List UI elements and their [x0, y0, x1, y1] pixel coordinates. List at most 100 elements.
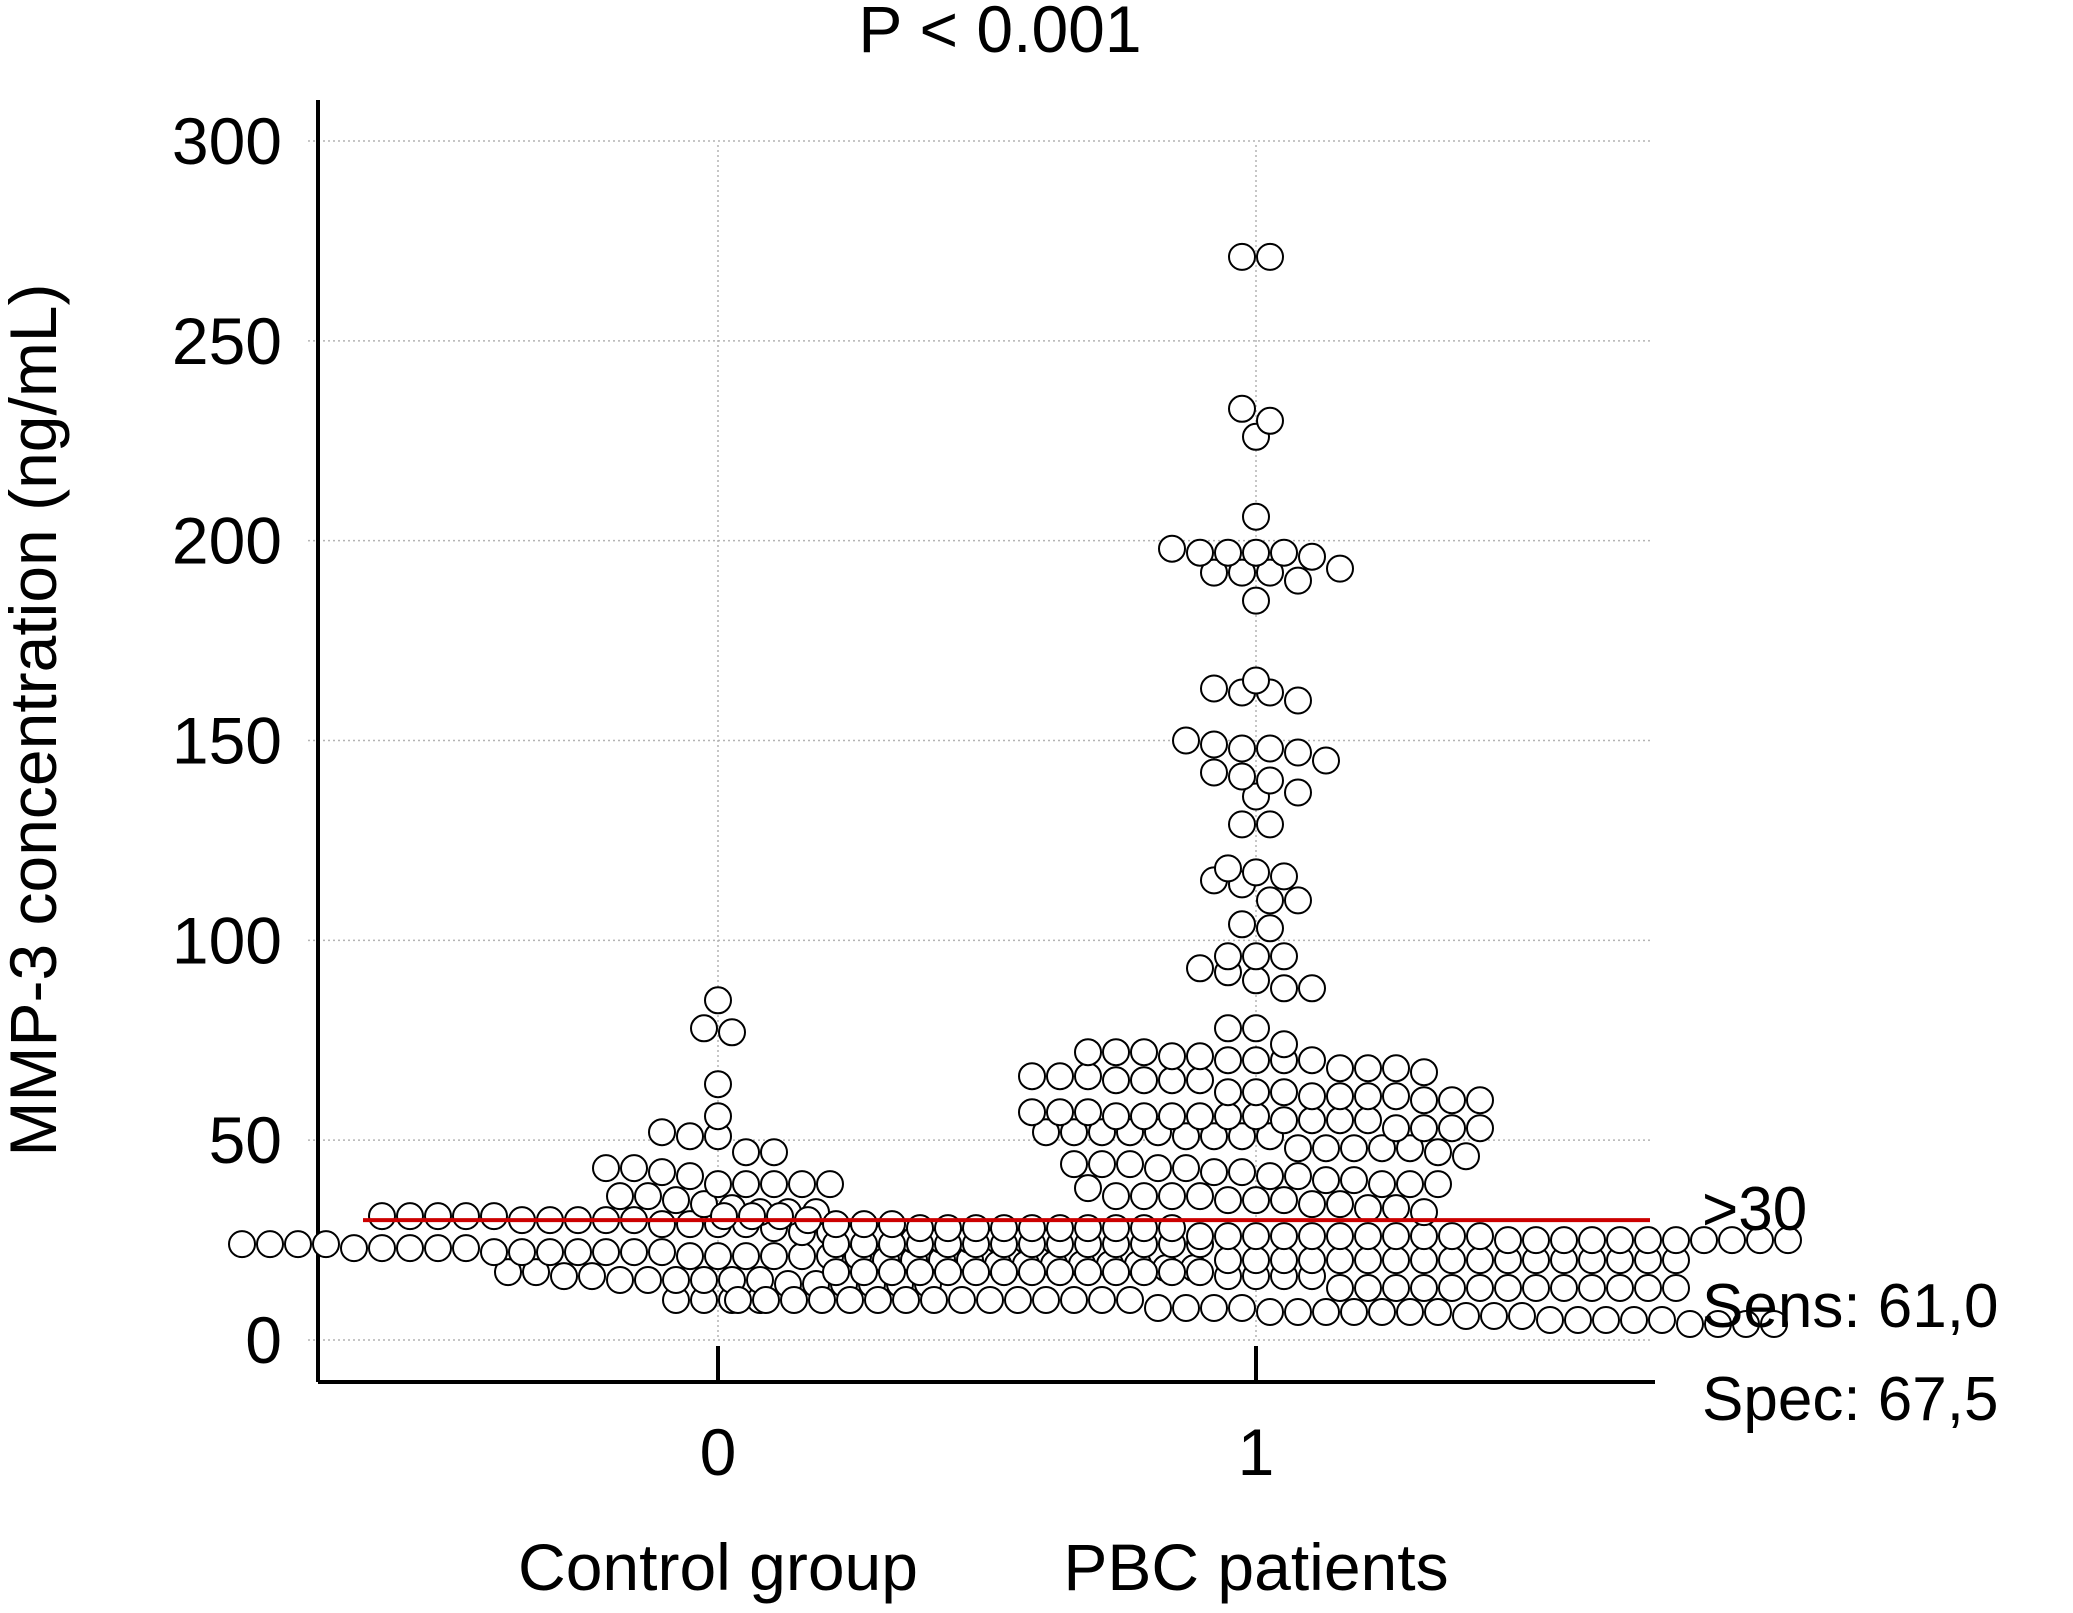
- data-point: [1550, 1226, 1578, 1255]
- data-point: [1550, 1274, 1578, 1302]
- data-point: [1144, 1154, 1172, 1183]
- data-point: [1074, 1258, 1102, 1287]
- data-point: [962, 1258, 990, 1287]
- data-point: [1214, 1046, 1242, 1075]
- data-point: [836, 1286, 864, 1314]
- data-point: [1452, 1142, 1480, 1171]
- data-point: [1172, 1294, 1200, 1322]
- data-point: [1298, 1106, 1326, 1135]
- data-point: [424, 1234, 452, 1263]
- data-point: [1494, 1274, 1522, 1302]
- data-point: [1256, 1298, 1284, 1326]
- data-point: [934, 1258, 962, 1287]
- data-point: [1606, 1274, 1634, 1302]
- data-point: [1634, 1226, 1662, 1255]
- data-point: [1242, 502, 1270, 531]
- data-point: [1242, 1046, 1270, 1075]
- data-point: [1228, 734, 1256, 763]
- data-point: [1704, 1310, 1732, 1338]
- data-point: [1284, 738, 1312, 767]
- data-point: [648, 1210, 676, 1239]
- data-point: [1172, 1122, 1200, 1151]
- y-axis-title: MMP-3 concentration (ng/mL): [0, 284, 70, 1157]
- data-point: [1214, 1102, 1242, 1131]
- data-point: [1158, 1102, 1186, 1131]
- y-tick-label: 200: [172, 504, 282, 578]
- data-point: [480, 1202, 508, 1231]
- data-point: [1354, 1054, 1382, 1083]
- data-point: [1564, 1306, 1592, 1334]
- data-point: [1130, 1258, 1158, 1287]
- data-point: [1186, 538, 1214, 567]
- data-point: [592, 1154, 620, 1183]
- data-point: [1410, 1222, 1438, 1251]
- data-point: [1284, 566, 1312, 595]
- data-point: [732, 1242, 760, 1271]
- data-point: [892, 1286, 920, 1314]
- data-point: [1256, 558, 1284, 587]
- data-point: [1242, 666, 1270, 695]
- data-point: [1368, 1134, 1396, 1163]
- data-point: [1172, 726, 1200, 755]
- data-point: [1298, 1082, 1326, 1111]
- y-tick-label: 250: [172, 304, 282, 378]
- data-point: [1102, 1182, 1130, 1211]
- sensitivity-annotation: Sens: 61,0: [1702, 1272, 1998, 1341]
- data-point: [1662, 1274, 1690, 1302]
- data-point: [1410, 1058, 1438, 1087]
- data-point: [920, 1286, 948, 1314]
- data-point: [1312, 1166, 1340, 1195]
- data-point: [1732, 1310, 1760, 1338]
- data-point: [508, 1238, 536, 1267]
- data-point: [1368, 1170, 1396, 1199]
- data-point: [1186, 1258, 1214, 1287]
- data-point: [1354, 1194, 1382, 1223]
- data-point: [1522, 1274, 1550, 1302]
- data-point: [1648, 1306, 1676, 1334]
- data-point: [312, 1230, 340, 1259]
- data-point: [1606, 1226, 1634, 1255]
- data-point: [1228, 394, 1256, 423]
- data-point: [1270, 1078, 1298, 1107]
- data-point: [1214, 1222, 1242, 1251]
- data-point: [1228, 1294, 1256, 1322]
- data-point: [1256, 1162, 1284, 1191]
- data-point: [878, 1258, 906, 1287]
- data-point: [620, 1238, 648, 1267]
- data-point: [1130, 1066, 1158, 1095]
- data-point: [1284, 1162, 1312, 1191]
- data-point: [1690, 1226, 1718, 1255]
- cutoff-label: >30: [1702, 1175, 1807, 1244]
- data-point: [1242, 1078, 1270, 1107]
- data-point: [1396, 1298, 1424, 1326]
- data-point: [1228, 910, 1256, 939]
- data-point: [1270, 974, 1298, 1003]
- data-point: [850, 1210, 878, 1239]
- data-point: [1242, 966, 1270, 995]
- y-tick-label: 100: [172, 903, 282, 977]
- data-point: [676, 1242, 704, 1271]
- data-point: [1438, 1246, 1466, 1275]
- data-point: [788, 1242, 816, 1271]
- data-point: [1410, 1246, 1438, 1275]
- data-point: [1326, 1054, 1354, 1083]
- data-point: [564, 1238, 592, 1267]
- data-point: [606, 1266, 634, 1294]
- data-point: [878, 1210, 906, 1239]
- data-point: [1298, 974, 1326, 1003]
- data-point: [1312, 1134, 1340, 1163]
- data-point: [1116, 1150, 1144, 1179]
- data-point: [1242, 858, 1270, 887]
- data-point: [676, 1210, 704, 1239]
- data-point: [1186, 1222, 1214, 1251]
- data-point: [1298, 1190, 1326, 1219]
- data-point: [1186, 1102, 1214, 1131]
- points-layer: [228, 242, 1802, 1338]
- data-point: [766, 1202, 794, 1231]
- data-point: [1242, 1102, 1270, 1131]
- data-point: [592, 1238, 620, 1267]
- category-name: Control group: [518, 1530, 918, 1604]
- data-point: [1466, 1274, 1494, 1302]
- data-point: [1284, 1134, 1312, 1163]
